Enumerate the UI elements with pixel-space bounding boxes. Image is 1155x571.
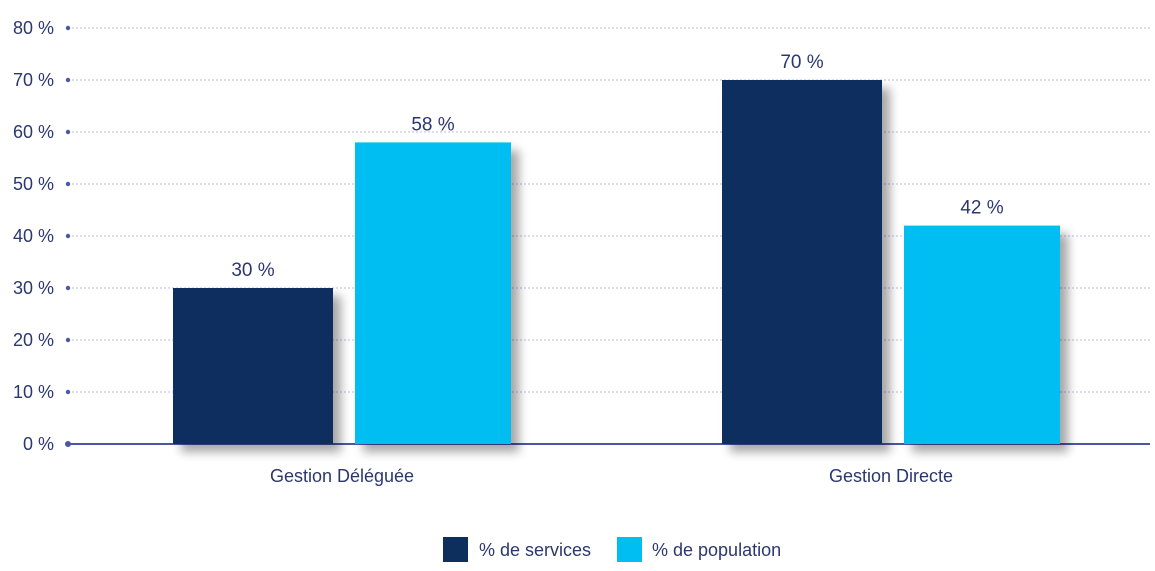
y-tick-label: 0 % [23,434,54,454]
y-tick-marker [65,285,71,291]
bar [355,142,511,444]
y-tick-marker [65,441,71,447]
bar [904,225,1060,444]
bars [173,80,1060,444]
category-label: Gestion Déléguée [270,466,414,486]
y-tick-marker [65,129,71,135]
y-tick-label: 80 % [13,18,54,38]
y-tick-label: 10 % [13,382,54,402]
data-label: 30 % [231,260,274,281]
y-tick-marker [65,25,71,31]
y-tick-marker [65,181,71,187]
legend-label: % de population [652,540,781,560]
y-tick-label: 60 % [13,122,54,142]
y-tick-label: 50 % [13,174,54,194]
y-tick-marker [65,389,71,395]
y-tick-marker [65,337,71,343]
data-label: 70 % [780,52,823,73]
legend-swatch [617,537,642,562]
category-label: Gestion Directe [829,466,953,486]
data-labels: 30 % 58 % 70 % 42 % [231,52,1003,281]
y-tick-marker [65,77,71,83]
data-label: 42 % [960,198,1003,219]
legend-label: % de services [479,540,591,560]
legend: % de services % de population [443,537,781,562]
y-tick-label: 40 % [13,226,54,246]
x-axis: Gestion Déléguée Gestion Directe [270,466,953,486]
y-axis: 0 % 10 % 20 % 30 % 40 % 50 % 60 % 70 % 80 % [13,18,71,454]
bar [173,288,333,444]
y-tick-label: 30 % [13,278,54,298]
bar [722,80,882,444]
legend-swatch [443,537,468,562]
y-tick-marker [65,233,71,239]
data-label: 58 % [411,114,454,135]
y-tick-label: 20 % [13,330,54,350]
y-tick-label: 70 % [13,70,54,90]
